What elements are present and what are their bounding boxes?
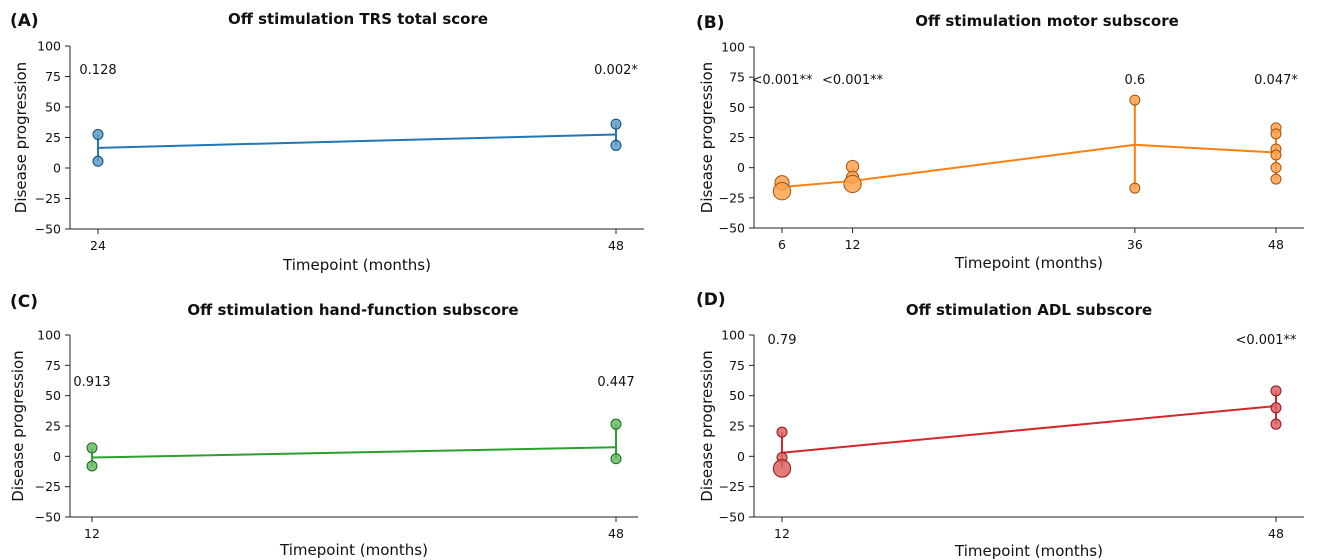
y-tick-label: −50 (35, 222, 61, 237)
chart-panel-2: (B) Off stimulation motor subscore −50 −25 0… (696, 12, 1304, 272)
y-tick-label: 75 (45, 358, 61, 373)
y-tick-label: 25 (45, 130, 61, 145)
y-axis-label: Disease progression (9, 350, 27, 501)
p-value-label: <0.001** (1235, 333, 1297, 348)
p-value-label: <0.001** (822, 73, 884, 88)
y-axis-label: Disease progression (12, 62, 30, 213)
data-point (86, 442, 98, 454)
x-tick-label: 24 (90, 238, 106, 253)
x-tick-label: 12 (84, 526, 100, 541)
y-tick-label: 0 (737, 449, 745, 464)
y-tick-label: 100 (37, 39, 61, 54)
y-axis-label: Disease progression (698, 62, 716, 213)
x-tick-label: 12 (774, 526, 790, 541)
chart-panel-3: (C) Off stimulation hand-function subscor… (9, 292, 638, 559)
data-point (1270, 385, 1282, 397)
x-axis-label: Timepoint (months) (282, 256, 431, 274)
y-tick-label: −25 (35, 191, 61, 206)
x-tick-label: 48 (1268, 526, 1284, 541)
data-point (1270, 149, 1282, 161)
y-tick-label: 50 (45, 388, 61, 403)
y-tick-label: 100 (721, 40, 745, 55)
data-point (610, 118, 622, 130)
y-tick-label: 0 (53, 161, 61, 176)
panel-title: Off stimulation motor subscore (915, 12, 1179, 30)
data-point (86, 460, 98, 472)
y-tick-label: 75 (729, 358, 745, 373)
data-point (1270, 402, 1282, 414)
mean-line (781, 143, 1277, 188)
panel-title: Off stimulation hand-function subscore (187, 301, 518, 319)
data-point (92, 155, 104, 167)
y-tick-label: 25 (729, 419, 745, 434)
chart-panel-4: (D) Off stimulation ADL subscore −50 −25 0 25… (696, 290, 1304, 560)
x-tick-label: 36 (1127, 237, 1143, 252)
x-axis-label: Timepoint (months) (954, 542, 1103, 560)
x-tick-label: 48 (1268, 237, 1284, 252)
y-tick-label: −25 (35, 479, 61, 494)
data-point (1270, 162, 1282, 174)
panel-letter: (D) (696, 290, 726, 310)
data-point (610, 418, 622, 430)
y-tick-label: −50 (719, 510, 745, 525)
data-point (772, 182, 792, 201)
mean-line (97, 133, 617, 149)
data-point (772, 459, 792, 478)
mean-line (781, 404, 1277, 454)
p-value-label: 0.447 (597, 375, 634, 390)
y-tick-label: 50 (729, 100, 745, 115)
panel-letter: (B) (696, 13, 725, 33)
y-tick-label: −50 (719, 221, 745, 236)
data-point (92, 128, 104, 140)
p-value-label: 0.047* (1254, 73, 1298, 88)
x-tick-label: 12 (845, 237, 861, 252)
y-tick-label: 25 (45, 419, 61, 434)
data-point (610, 453, 622, 465)
p-value-label: 0.6 (1125, 73, 1146, 88)
chart-panel-1: (A) Off stimulation TRS total score −50 −25… (10, 10, 644, 274)
data-point (776, 426, 788, 438)
x-tick-label: 48 (608, 526, 624, 541)
y-axis-label: Disease progression (698, 350, 716, 501)
y-tick-label: 75 (45, 69, 61, 84)
p-value-label: 0.128 (79, 63, 116, 78)
data-point (843, 174, 862, 194)
y-tick-label: 75 (729, 70, 745, 85)
p-value-label: 0.913 (73, 375, 110, 390)
x-tick-label: 48 (608, 238, 624, 253)
data-point (1270, 418, 1282, 430)
data-point (1270, 173, 1282, 185)
y-tick-label: −25 (719, 190, 745, 205)
y-tick-label: 100 (37, 328, 61, 343)
y-tick-label: 100 (721, 328, 745, 343)
x-axis-label: Timepoint (months) (279, 541, 428, 559)
panel-title: Off stimulation ADL subscore (906, 301, 1152, 319)
p-value-label: 0.79 (768, 333, 797, 348)
y-tick-label: 50 (729, 388, 745, 403)
panel-title: Off stimulation TRS total score (228, 10, 488, 28)
panel-letter: (C) (10, 292, 38, 312)
mean-line (91, 446, 617, 459)
p-value-label: 0.002* (594, 63, 638, 78)
data-point (610, 139, 622, 151)
y-tick-label: 25 (729, 130, 745, 145)
y-tick-label: −50 (35, 510, 61, 525)
data-point (1270, 128, 1282, 140)
y-tick-label: −25 (719, 479, 745, 494)
data-point (1129, 182, 1141, 194)
y-tick-label: 0 (53, 449, 61, 464)
x-tick-label: 6 (778, 237, 786, 252)
panel-letter: (A) (10, 11, 39, 31)
data-point (1129, 94, 1141, 106)
y-tick-label: 50 (45, 100, 61, 115)
p-value-label: <0.001** (751, 73, 813, 88)
y-tick-label: 0 (737, 160, 745, 175)
x-axis-label: Timepoint (months) (954, 254, 1103, 272)
